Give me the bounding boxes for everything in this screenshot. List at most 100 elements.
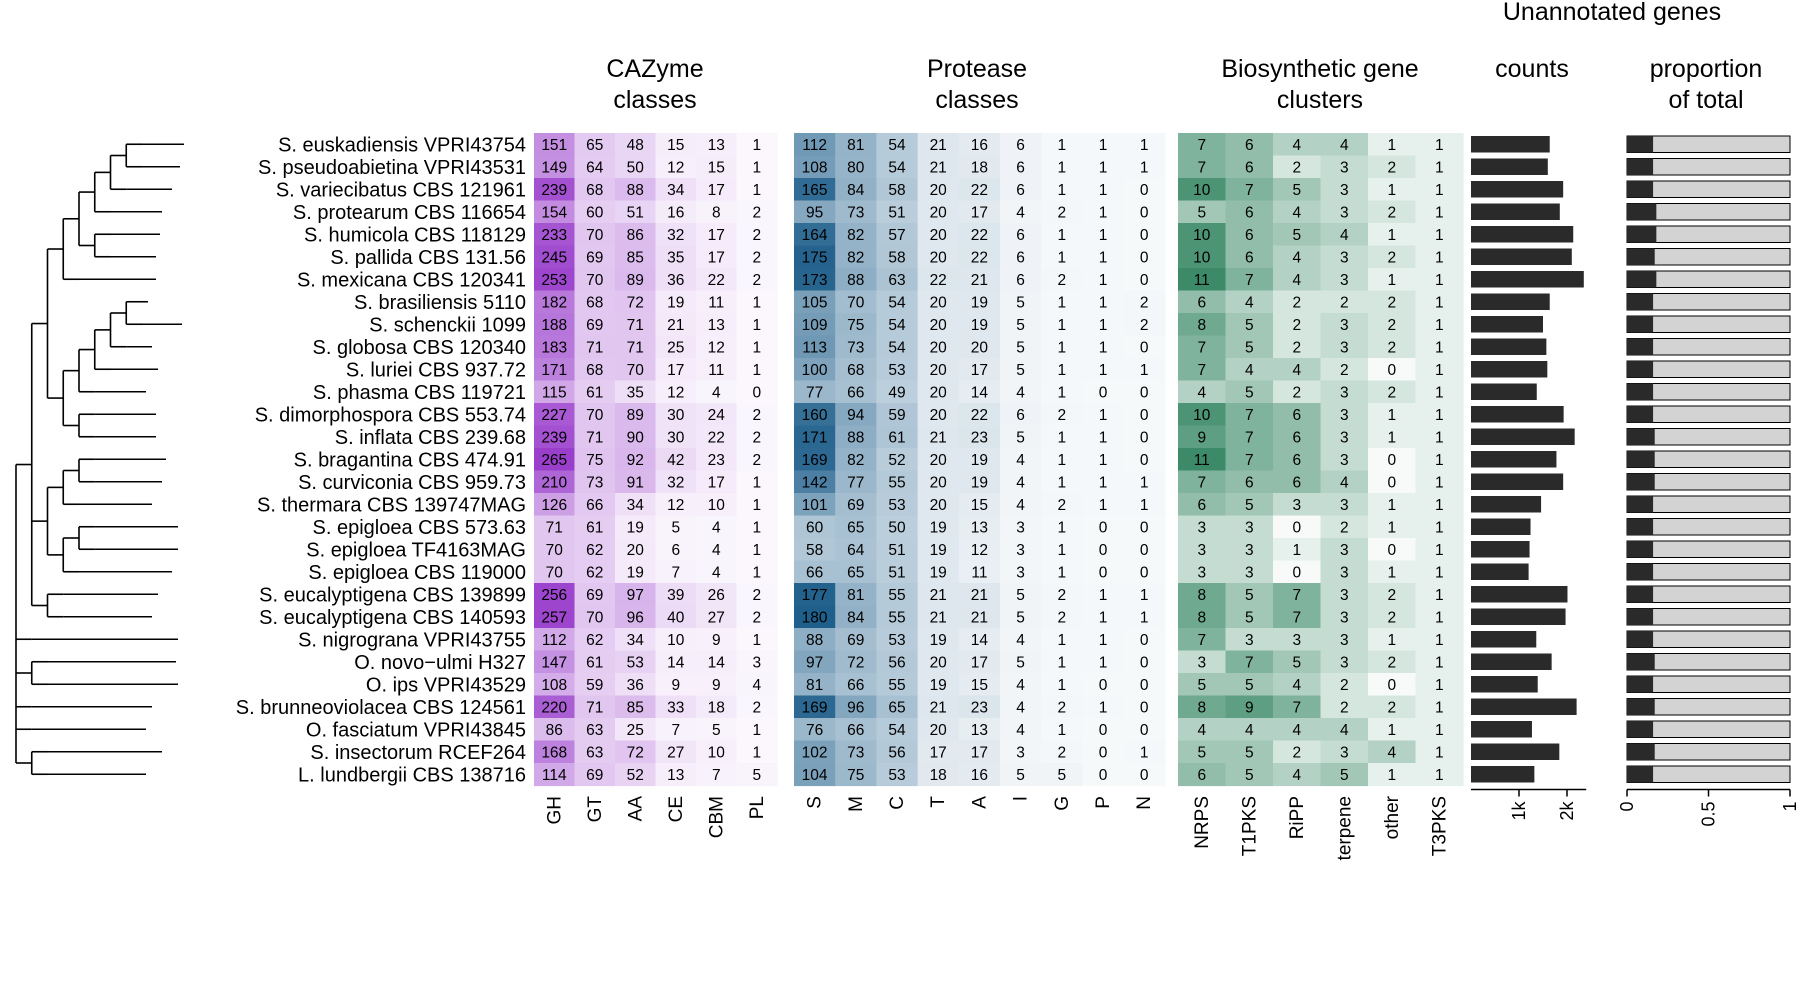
protease-cell xyxy=(1041,380,1083,404)
cazyme-cell-value: 25 xyxy=(667,339,684,356)
protease-cell xyxy=(1082,178,1125,202)
cazyme-cell-value: 1 xyxy=(752,542,761,559)
protease-cell-value: 56 xyxy=(888,744,905,761)
cazyme-cell xyxy=(655,380,697,404)
protease-cell xyxy=(1000,740,1042,764)
bgc-cell-value: 3 xyxy=(1340,452,1349,469)
bgc-cell xyxy=(1320,583,1369,607)
protease-cell xyxy=(1123,380,1166,404)
protease-cell-value: 1 xyxy=(1057,474,1066,491)
protease-cell-value: 66 xyxy=(847,722,864,739)
protease-cell xyxy=(876,718,919,742)
figure-title: Unannotated genes xyxy=(1503,0,1721,26)
counts-panel: 1k 2k xyxy=(1471,136,1587,821)
proportion-bar xyxy=(1627,518,1654,535)
protease-cell-value: 20 xyxy=(971,339,989,356)
cazyme-cell xyxy=(534,313,576,337)
protease-cell xyxy=(835,740,877,764)
bgc-cell xyxy=(1415,515,1464,539)
protease-cell-value: 65 xyxy=(847,564,864,581)
protease-cell-value: 1 xyxy=(1099,497,1108,514)
protease-cell-value: 2 xyxy=(1057,609,1066,626)
cazyme-cell xyxy=(736,605,778,629)
bgc-cell-value: 6 xyxy=(1292,429,1301,446)
bgc-cell xyxy=(1273,178,1322,202)
bgc-cell xyxy=(1415,223,1464,247)
bgc-cell-value: 3 xyxy=(1197,542,1206,559)
bgc-cell-value: 2 xyxy=(1292,339,1301,356)
protease-cell xyxy=(876,515,919,539)
cazyme-cell-value: 71 xyxy=(546,519,563,536)
bgc-cell-value: 4 xyxy=(1340,474,1349,491)
protease-cell xyxy=(1000,155,1042,179)
protease-cell-value: 81 xyxy=(847,587,864,604)
protease-cell-value: 55 xyxy=(888,609,905,626)
protease-cell-value: 1 xyxy=(1099,452,1108,469)
cazyme-cell-value: 70 xyxy=(586,609,604,626)
bgc-cell xyxy=(1320,763,1369,787)
protease-cell-value: 1 xyxy=(1099,632,1108,649)
strain-label: S. insectorum RCEF264 xyxy=(310,742,526,764)
protease-cell xyxy=(1041,605,1083,629)
bgc-cell-value: 1 xyxy=(1435,137,1444,154)
protease-cell-value: 1 xyxy=(1057,654,1066,671)
protease-cell xyxy=(835,358,877,382)
cazyme-cell-value: 27 xyxy=(708,609,725,626)
bgc-cell-value: 4 xyxy=(1340,722,1349,739)
bgc-cell xyxy=(1368,403,1417,427)
protease-cell xyxy=(794,740,836,764)
bgc-cell xyxy=(1415,133,1464,157)
count-bar xyxy=(1471,496,1542,513)
protease-cell xyxy=(794,380,836,404)
count-bar xyxy=(1471,586,1568,603)
protease-cell-value: 17 xyxy=(971,204,988,221)
bgc-cell xyxy=(1320,403,1369,427)
protease-cell-value: 19 xyxy=(930,677,947,694)
protease-cell-value: 68 xyxy=(847,362,864,379)
protease-cell-value: 88 xyxy=(847,272,864,289)
cazyme-cell xyxy=(655,425,697,449)
protease-cell-value: 0 xyxy=(1140,182,1149,199)
bgc-cell xyxy=(1368,538,1417,562)
cazyme-cell-value: 64 xyxy=(586,159,604,176)
cazyme-cell-value: 70 xyxy=(586,272,604,289)
protease-cell xyxy=(1000,538,1042,562)
bgc-cell xyxy=(1368,133,1417,157)
bgc-cell xyxy=(1225,200,1274,224)
protease-cell-value: 76 xyxy=(806,722,823,739)
cazyme-cell-value: 2 xyxy=(752,407,761,424)
protease-cell xyxy=(835,763,877,787)
protease-cell xyxy=(876,763,919,787)
protease-column-label: I xyxy=(1011,796,1032,801)
cazyme-cell-value: 86 xyxy=(546,722,563,739)
bgc-cell xyxy=(1368,178,1417,202)
bgc-cell xyxy=(1415,425,1464,449)
cazyme-cell-value: 71 xyxy=(586,429,603,446)
cazyme-cell xyxy=(574,718,616,742)
protease-cell xyxy=(1041,673,1083,697)
cazyme-cell-value: 154 xyxy=(541,204,567,221)
bgc-cell xyxy=(1178,380,1227,404)
protease-cell xyxy=(1000,515,1042,539)
cazyme-cell xyxy=(534,538,576,562)
cazyme-cell xyxy=(574,493,616,517)
protease-cell xyxy=(917,403,960,427)
protease-cell xyxy=(1041,695,1083,719)
protease-cell-value: 12 xyxy=(971,542,988,559)
strain-label: L. lundbergii CBS 138716 xyxy=(298,764,526,786)
protease-cell xyxy=(1000,673,1042,697)
cazyme-cell-value: 2 xyxy=(752,429,761,446)
protease-cell-value: 1 xyxy=(1057,294,1066,311)
cazyme-cell-value: 12 xyxy=(667,384,684,401)
protease-cell xyxy=(958,268,1001,292)
bgc-cell xyxy=(1415,763,1464,787)
cazyme-cell-value: 22 xyxy=(708,272,725,289)
bgc-cell-value: 4 xyxy=(1292,677,1301,694)
phylogenetic-tree xyxy=(15,143,184,776)
protease-cell xyxy=(794,223,836,247)
protease-cell xyxy=(1041,403,1083,427)
protease-cell-value: 21 xyxy=(930,137,947,154)
protease-cell xyxy=(958,470,1001,494)
cazyme-cell-value: 30 xyxy=(667,429,685,446)
protease-cell-value: 20 xyxy=(930,474,948,491)
